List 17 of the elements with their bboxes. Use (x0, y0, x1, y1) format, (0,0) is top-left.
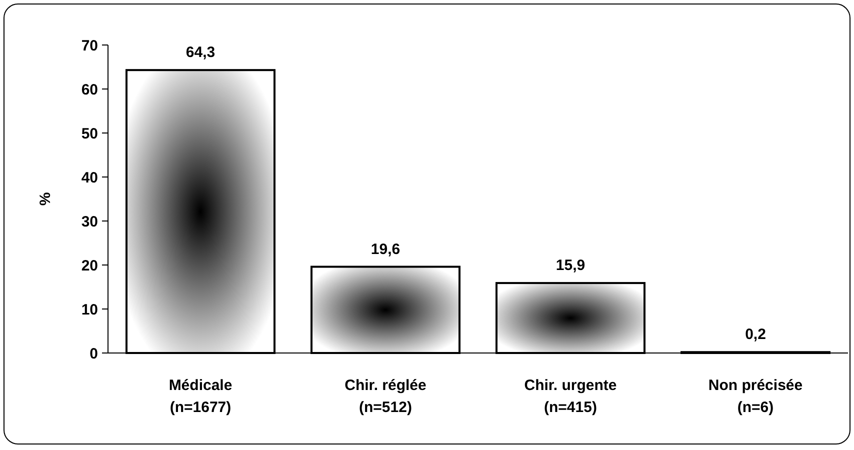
data-label: 15,9 (556, 257, 586, 274)
y-tick-label: 70 (81, 37, 98, 54)
y-tick-label: 40 (81, 169, 98, 186)
y-tick-label: 30 (81, 213, 98, 230)
data-label: 19,6 (370, 240, 400, 258)
data-label: 64,3 (186, 44, 216, 62)
y-tick-label: 10 (81, 301, 98, 318)
x-tick-label: Chir. réglée (n=512) (344, 377, 426, 416)
y-axis-title: % (37, 192, 54, 206)
x-tick-label: Médicale (n=1677) (168, 377, 232, 416)
x-tick-label: Chir. urgente (n=415) (524, 377, 617, 416)
data-label: 0,2 (745, 326, 766, 344)
y-tick-label: 0 (90, 345, 98, 362)
y-tick-label: 20 (81, 257, 98, 274)
x-tick-label: Non précisée (n=6) (708, 377, 803, 416)
y-tick-label: 50 (81, 125, 98, 142)
y-tick-label: 60 (81, 81, 98, 98)
